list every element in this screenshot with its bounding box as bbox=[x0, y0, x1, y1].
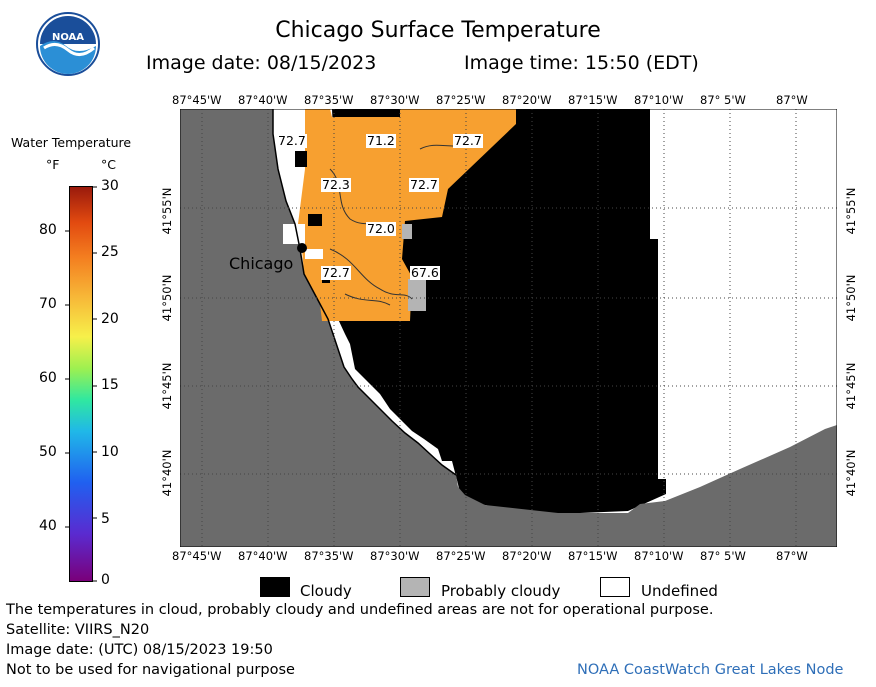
key-label-probably-cloudy: Probably cloudy bbox=[441, 582, 561, 600]
lon-label-top: 87° 5'W bbox=[700, 93, 746, 107]
lon-label-bottom: 87°15'W bbox=[568, 549, 618, 563]
legend-unit-f: °F bbox=[46, 157, 60, 172]
f-tick-70: 70 bbox=[39, 296, 57, 312]
key-swatch-probably-cloudy bbox=[400, 577, 430, 597]
lon-label-top: 87°35'W bbox=[304, 93, 354, 107]
lon-label-bottom: 87°35'W bbox=[304, 549, 354, 563]
page-title: Chicago Surface Temperature bbox=[275, 18, 601, 43]
lon-label-bottom: 87°W bbox=[776, 549, 808, 563]
key-label-undefined: Undefined bbox=[641, 582, 718, 600]
temperature-label: 72.3 bbox=[321, 177, 351, 192]
lon-label-top: 87°45'W bbox=[172, 93, 222, 107]
warm-water-area bbox=[298, 109, 516, 321]
temperature-label: 72.7 bbox=[409, 177, 439, 192]
image-date: Image date: 08/15/2023 bbox=[146, 52, 377, 74]
key-swatch-undefined bbox=[600, 577, 630, 597]
lon-label-top: 87°10'W bbox=[634, 93, 684, 107]
c-tick-0: 0 bbox=[101, 572, 110, 588]
lon-label-top: 87°40'W bbox=[238, 93, 288, 107]
lat-label-right: 41°55'N bbox=[844, 187, 858, 235]
legend-title: Water Temperature bbox=[11, 135, 132, 150]
c-tick-25: 25 bbox=[101, 244, 119, 260]
lon-label-top: 87°25'W bbox=[436, 93, 486, 107]
key-swatch-cloudy bbox=[260, 577, 290, 597]
probably-cloudy-area bbox=[402, 224, 412, 239]
lon-label-top: 87°30'W bbox=[370, 93, 420, 107]
lat-label-left: 41°50'N bbox=[160, 274, 174, 322]
c-tick-10: 10 bbox=[101, 444, 119, 460]
f-tick-50: 50 bbox=[39, 444, 57, 460]
lon-label-bottom: 87°45'W bbox=[172, 549, 222, 563]
city-label-chicago: Chicago bbox=[229, 254, 294, 273]
lon-label-bottom: 87°10'W bbox=[634, 549, 684, 563]
lon-label-top: 87°W bbox=[776, 93, 808, 107]
lat-label-left: 41°45'N bbox=[160, 362, 174, 410]
noaa-logo: NOAA bbox=[36, 12, 100, 76]
c-tick-15: 15 bbox=[101, 377, 119, 393]
c-tick-30: 30 bbox=[101, 178, 119, 194]
probably-cloudy-area bbox=[408, 279, 426, 311]
lon-label-bottom: 87°30'W bbox=[370, 549, 420, 563]
c-tick-20: 20 bbox=[101, 311, 119, 327]
f-tick-80: 80 bbox=[39, 222, 57, 238]
lon-label-bottom: 87° 5'W bbox=[700, 549, 746, 563]
chicago-marker bbox=[297, 243, 307, 253]
temperature-label: 67.6 bbox=[410, 265, 440, 280]
key-label-cloudy: Cloudy bbox=[300, 582, 352, 600]
temperature-label: 72.7 bbox=[453, 133, 483, 148]
legend-unit-c: °C bbox=[101, 157, 116, 172]
lat-label-right: 41°40'N bbox=[844, 449, 858, 497]
lon-label-top: 87°15'W bbox=[568, 93, 618, 107]
logo-text: NOAA bbox=[51, 32, 85, 43]
scale-ticks bbox=[65, 186, 97, 582]
temperature-label: 72.7 bbox=[277, 133, 307, 148]
footer-utc-date: Image date: (UTC) 08/15/2023 19:50 bbox=[6, 642, 273, 658]
lat-label-left: 41°55'N bbox=[160, 187, 174, 235]
c-tick-5: 5 bbox=[101, 511, 110, 527]
lon-label-bottom: 87°25'W bbox=[436, 549, 486, 563]
temperature-map bbox=[180, 109, 837, 547]
footer-credit: NOAA CoastWatch Great Lakes Node bbox=[577, 662, 844, 678]
temperature-label: 71.2 bbox=[366, 133, 396, 148]
lon-label-bottom: 87°40'W bbox=[238, 549, 288, 563]
lat-label-right: 41°45'N bbox=[844, 362, 858, 410]
land-area bbox=[180, 109, 837, 547]
f-tick-40: 40 bbox=[39, 518, 57, 534]
lon-label-bottom: 87°20'W bbox=[502, 549, 552, 563]
temperature-label: 72.0 bbox=[366, 221, 396, 236]
footer-disclaimer: The temperatures in cloud, probably clou… bbox=[6, 602, 714, 618]
lat-label-right: 41°50'N bbox=[844, 274, 858, 322]
temperature-label: 72.7 bbox=[321, 265, 351, 280]
f-tick-60: 60 bbox=[39, 370, 57, 386]
footer-satellite: Satellite: VIIRS_N20 bbox=[6, 622, 150, 638]
lon-label-top: 87°20'W bbox=[502, 93, 552, 107]
color-scale-bar bbox=[69, 186, 93, 582]
image-time: Image time: 15:50 (EDT) bbox=[464, 52, 699, 74]
lat-label-left: 41°40'N bbox=[160, 449, 174, 497]
footer-nav-warning: Not to be used for navigational purpose bbox=[6, 662, 295, 678]
